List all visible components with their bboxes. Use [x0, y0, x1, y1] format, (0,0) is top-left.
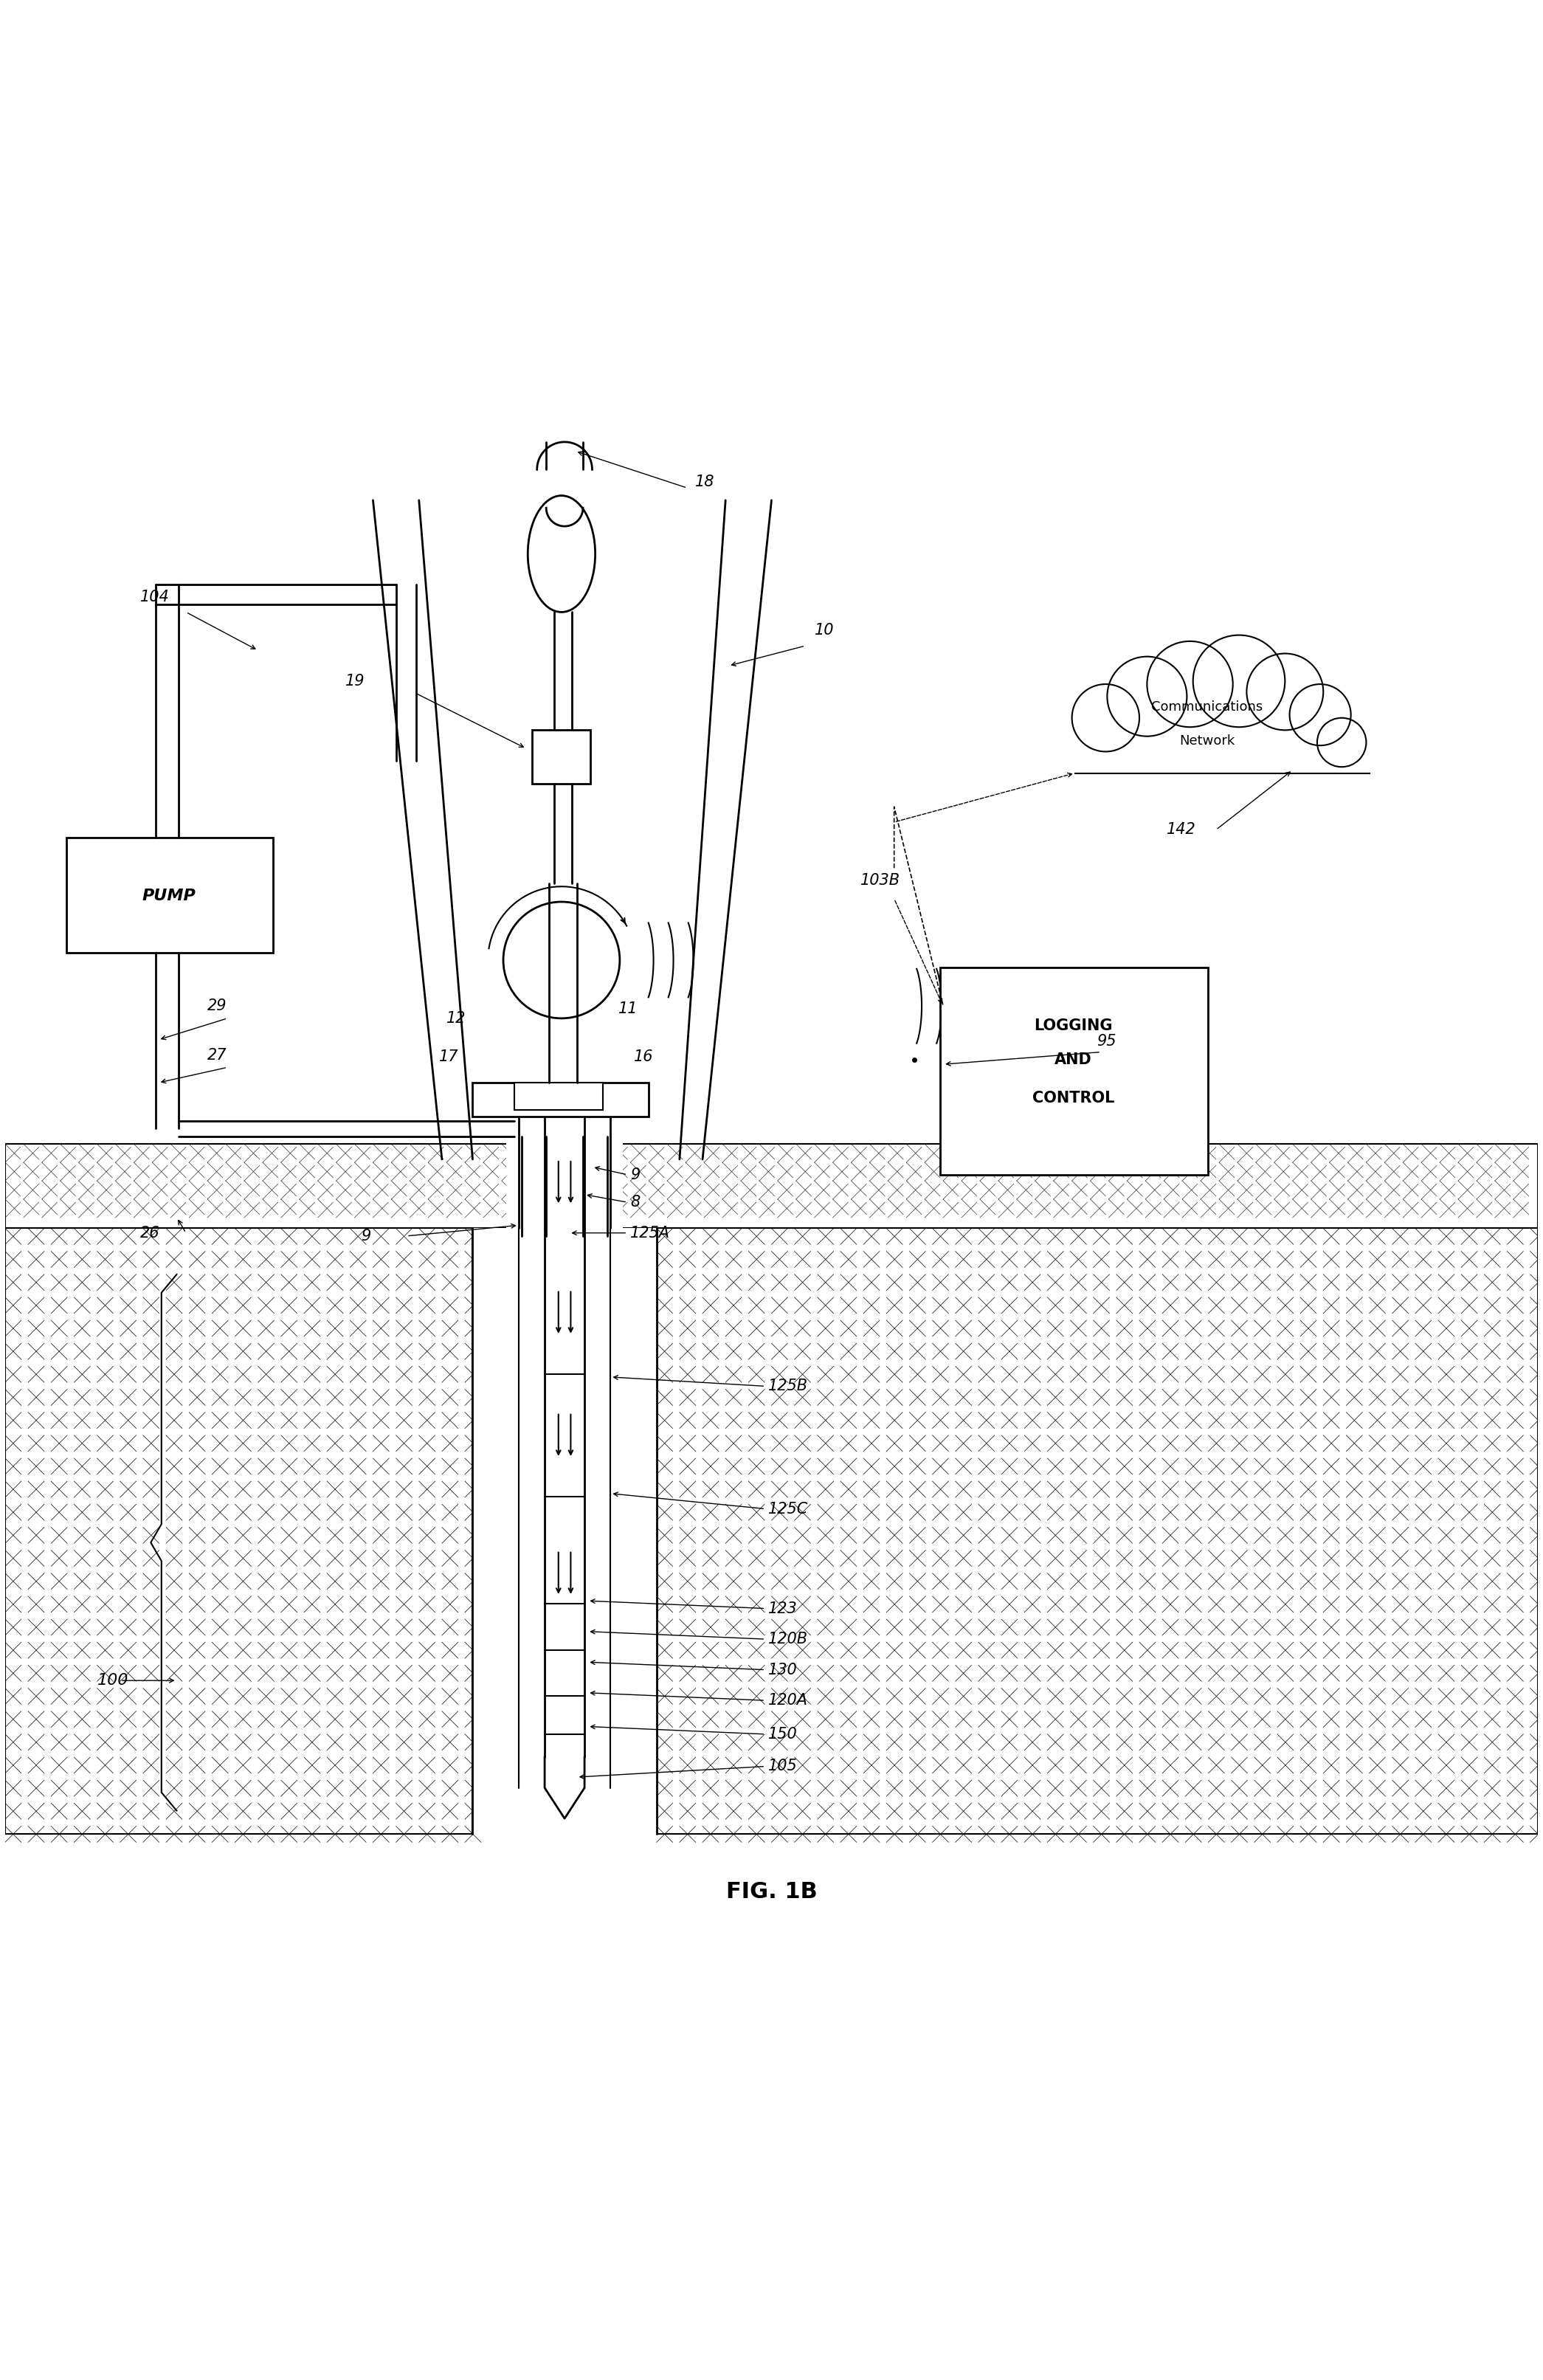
Bar — [656, 1228, 1538, 1835]
Text: 125A: 125A — [631, 1226, 670, 1240]
Bar — [66, 838, 273, 952]
Circle shape — [1072, 683, 1139, 752]
Text: 17: 17 — [438, 1050, 458, 1064]
Bar — [5, 1145, 1538, 1228]
Circle shape — [1193, 635, 1285, 726]
Text: 120A: 120A — [768, 1692, 809, 1709]
Circle shape — [1318, 719, 1366, 766]
Text: Communications: Communications — [1151, 700, 1262, 714]
Text: 104: 104 — [140, 590, 170, 605]
Text: Network: Network — [1179, 733, 1234, 747]
Circle shape — [1247, 655, 1324, 731]
Bar — [532, 731, 591, 783]
Text: FIG. 1B: FIG. 1B — [725, 1880, 818, 1902]
Text: 12: 12 — [446, 1012, 466, 1026]
Text: 100: 100 — [97, 1673, 128, 1687]
Circle shape — [1108, 657, 1187, 735]
Text: PUMP: PUMP — [142, 888, 196, 902]
Text: 125C: 125C — [768, 1502, 809, 1516]
Bar — [506, 1140, 623, 1230]
Text: 29: 29 — [207, 1000, 227, 1014]
Text: 120B: 120B — [768, 1633, 809, 1647]
Circle shape — [1146, 640, 1233, 726]
Bar — [940, 969, 1208, 1176]
Text: 123: 123 — [768, 1602, 798, 1616]
Text: 18: 18 — [694, 474, 714, 490]
Text: 10: 10 — [815, 624, 833, 638]
Bar — [5, 1228, 472, 1835]
Text: 9: 9 — [631, 1166, 640, 1183]
Text: LOGGING: LOGGING — [1034, 1019, 1113, 1033]
Bar — [1075, 693, 1369, 776]
Text: 105: 105 — [768, 1759, 798, 1773]
Text: 125B: 125B — [768, 1378, 809, 1395]
Text: 26: 26 — [140, 1226, 159, 1240]
Text: AND: AND — [1055, 1052, 1092, 1066]
Text: 130: 130 — [768, 1661, 798, 1678]
Circle shape — [503, 902, 620, 1019]
Text: 16: 16 — [634, 1050, 653, 1064]
Text: 8: 8 — [631, 1195, 640, 1209]
Text: 142: 142 — [1167, 823, 1196, 838]
Text: 27: 27 — [207, 1047, 227, 1061]
Text: 95: 95 — [1097, 1033, 1116, 1050]
Bar — [514, 1083, 603, 1111]
Text: 9: 9 — [361, 1228, 370, 1242]
Ellipse shape — [528, 495, 596, 612]
Bar — [472, 1083, 650, 1116]
Text: 11: 11 — [619, 1002, 637, 1016]
Text: 103B: 103B — [861, 873, 900, 888]
Circle shape — [1290, 683, 1350, 745]
Bar — [472, 1228, 656, 1835]
Text: 19: 19 — [346, 674, 366, 688]
Text: 150: 150 — [768, 1728, 798, 1742]
Text: CONTROL: CONTROL — [1032, 1090, 1114, 1104]
